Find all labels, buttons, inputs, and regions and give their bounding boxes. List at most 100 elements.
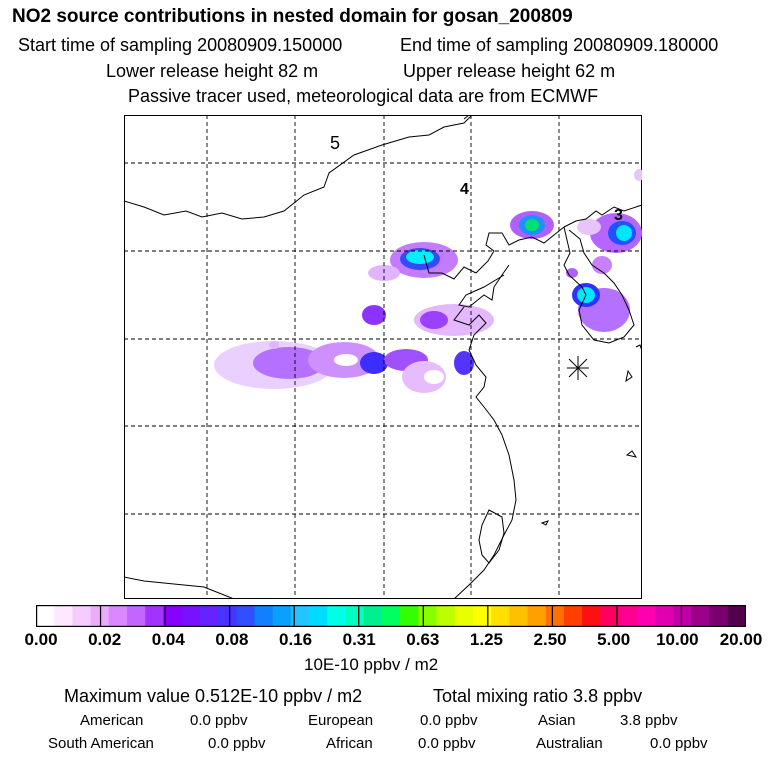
plume-speck — [269, 341, 279, 349]
colorbar-segment — [582, 605, 601, 627]
colorbar-tick-label: 10.00 — [656, 630, 699, 649]
colorbar-segment — [181, 605, 201, 627]
plume-beijing-core — [406, 250, 434, 264]
region-south-american-label: South American — [48, 735, 154, 752]
colorbar-segment — [381, 605, 401, 627]
plume-northeast-core — [525, 219, 539, 231]
colorbar-tick-label: 5.00 — [597, 630, 631, 649]
colorbar-segment — [199, 605, 219, 627]
colorbar-segment — [145, 605, 165, 627]
region-american-value: 0.0 ppbv — [190, 712, 248, 729]
plume-central-core — [253, 347, 325, 379]
colorbar-segment — [327, 605, 347, 627]
colorbar-segment — [491, 605, 510, 627]
coastline — [458, 264, 510, 308]
region-label: 3 — [614, 207, 623, 224]
border-line — [124, 576, 235, 599]
colorbar-segment — [236, 605, 256, 627]
colorbar-segment — [545, 605, 565, 627]
colorbar-segment — [709, 605, 729, 627]
plume-coast-core — [454, 351, 474, 375]
field-gap — [334, 354, 358, 366]
colorbar-tick-label: 0.00 — [24, 630, 58, 649]
colorbar-segment — [127, 605, 146, 627]
colorbar-segment — [618, 605, 638, 627]
region-asian-label: Asian — [538, 712, 576, 729]
colorbar-segment — [654, 605, 674, 627]
plume-east-core — [360, 352, 388, 374]
colorbar-segment — [472, 605, 492, 627]
colorbar-segment — [636, 605, 656, 627]
colorbar-segment — [218, 605, 237, 627]
colorbar-segment — [108, 605, 128, 627]
colorbar-segment — [600, 605, 620, 627]
maximum-value: Maximum value 0.512E-10 ppbv / m2 — [64, 686, 363, 706]
colorbar-tick-label: 0.04 — [151, 630, 185, 649]
colorbar-tick-label: 0.63 — [406, 630, 440, 649]
model-note: Passive tracer used, meteorological data… — [128, 86, 599, 106]
colorbar-segment — [54, 605, 74, 627]
region-label: 5 — [330, 133, 340, 153]
coastlines-borders — [124, 115, 642, 599]
graticule — [124, 115, 642, 599]
plume-korea-north-core — [616, 225, 632, 241]
lower-release-height: Lower release height 82 m — [106, 61, 319, 81]
colorbar-segment — [363, 605, 383, 627]
concentration-map: 5 4 3 — [124, 115, 642, 599]
colorbar-segment — [400, 605, 419, 627]
colorbar-tick-label: 2.50 — [533, 630, 567, 649]
field-gap-2 — [424, 370, 444, 384]
total-mixing-ratio: Total mixing ratio 3.8 ppbv — [433, 686, 643, 706]
region-australian-value: 0.0 ppbv — [650, 735, 708, 752]
colorbar-tick-label: 0.02 — [88, 630, 122, 649]
border-line — [463, 115, 470, 120]
plume-korea-ne — [577, 219, 601, 235]
plume-inland — [362, 305, 386, 325]
taiwan — [478, 509, 505, 564]
island — [635, 344, 642, 352]
island — [625, 450, 638, 458]
concentration-field — [214, 169, 642, 393]
colorbar-frame — [36, 605, 746, 627]
region-african-label: African — [326, 735, 373, 752]
colorbar — [36, 605, 746, 627]
colorbar-segment — [345, 605, 365, 627]
colorbar-segment — [254, 605, 274, 627]
colorbar-tick-label: 0.08 — [215, 630, 249, 649]
plume-west — [368, 265, 400, 281]
border-line — [563, 204, 642, 228]
colorbar-segment — [290, 605, 310, 627]
plume-edge — [634, 169, 642, 181]
colorbar-tick-label: 20.00 — [719, 630, 763, 649]
colorbar-units: 10E-10 ppbv / m2 — [304, 655, 439, 674]
colorbar-segment — [691, 605, 711, 627]
coastline — [453, 306, 517, 599]
island — [540, 520, 549, 526]
sampling-start: Start time of sampling 20080909.150000 — [18, 35, 343, 55]
colorbar-segment — [727, 605, 746, 627]
region-asian-value: 3.8 ppbv — [620, 712, 678, 729]
plume-korea-mid — [592, 256, 612, 274]
colorbar-segment — [309, 605, 328, 627]
colorbar-segment — [72, 605, 92, 627]
receptor-marker-icon — [567, 356, 589, 380]
plume-north-china-core — [420, 311, 448, 329]
colorbar-segment — [163, 605, 183, 627]
sampling-end: End time of sampling 20080909.180000 — [400, 35, 719, 55]
border-line — [124, 115, 473, 220]
colorbar-tick-label: 0.16 — [278, 630, 313, 649]
colorbar-segment — [418, 605, 438, 627]
colorbar-segment — [509, 605, 529, 627]
colorbar-segment — [563, 605, 583, 627]
colorbar-segment — [673, 605, 692, 627]
region-european-label: European — [308, 712, 374, 729]
colorbar-segment — [272, 605, 292, 627]
colorbar-segment — [436, 605, 456, 627]
region-african-value: 0.0 ppbv — [418, 735, 476, 752]
upper-release-height: Upper release height 62 m — [403, 61, 616, 81]
colorbar-segment — [36, 605, 55, 627]
colorbar-segment — [527, 605, 547, 627]
region-american-label: American — [80, 712, 144, 729]
map-title: NO2 source contributions in nested domai… — [12, 6, 573, 27]
coastline — [563, 226, 635, 344]
